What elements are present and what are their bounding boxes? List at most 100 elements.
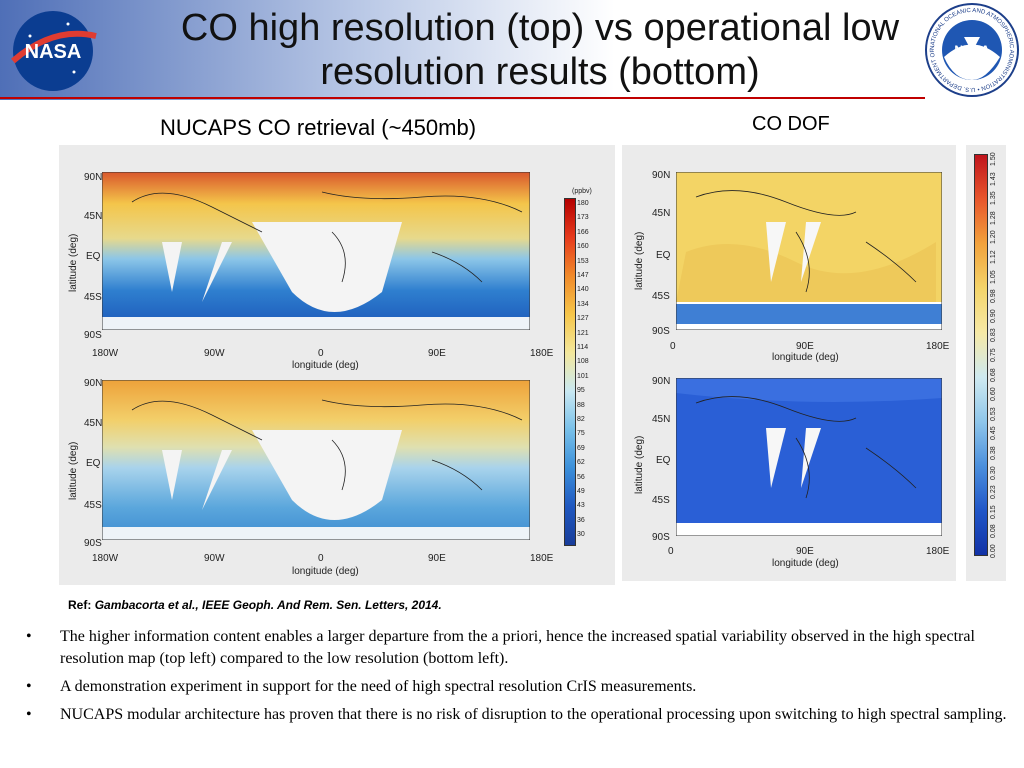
bullet-text: A demonstration experiment in support fo…: [60, 678, 697, 695]
lat-tick: EQ: [656, 250, 671, 261]
header-divider: [0, 97, 925, 99]
colorbar-tick: 0.30: [990, 465, 997, 480]
colorbar-tick: 134: [577, 300, 589, 308]
colorbar-tick: 0.98: [990, 289, 997, 304]
page-title: CO high resolution (top) vs operational …: [180, 7, 900, 93]
lat-tick: 45N: [652, 414, 671, 425]
bullet-item: • The higher information content enables…: [20, 626, 1010, 670]
lat-tick: 90N: [84, 378, 103, 389]
colorbar-tick: 82: [577, 416, 585, 423]
bullet-marker: •: [26, 706, 32, 723]
noaa-logo-text: NOAA: [954, 43, 990, 57]
noaa-logo: NOAA NATIONAL OCEANIC AND ATMOSPHERIC AD…: [924, 2, 1019, 97]
colorbar-tick: 160: [577, 243, 589, 251]
colorbar-tick: 153: [577, 257, 589, 265]
colorbar-unit: (ppbv): [572, 188, 592, 195]
colorbar-tick: 0.45: [990, 426, 997, 441]
y-axis-label: latitude (deg): [634, 231, 645, 290]
colorbar-tick: 0.75: [990, 348, 997, 362]
y-axis-label: latitude (deg): [68, 441, 79, 500]
reference-text: Gambacorta et al., IEEE Geoph. And Rem. …: [94, 598, 442, 612]
colorbar-tick: 95: [577, 387, 585, 395]
x-axis-label: longitude (deg): [292, 566, 359, 577]
bullet-marker: •: [26, 628, 32, 645]
lat-tick: 45S: [84, 500, 102, 511]
lon-tick: 90E: [796, 341, 814, 352]
colorbar-tick: 36: [577, 516, 585, 524]
y-axis-label: latitude (deg): [634, 435, 645, 494]
lon-tick: 0: [670, 341, 676, 352]
dof-low-res-map: [676, 378, 942, 536]
x-axis-label: longitude (deg): [772, 352, 839, 363]
colorbar-tick: 140: [577, 286, 589, 294]
colorbar-tick: 1.35: [990, 191, 997, 206]
lon-tick: 90W: [204, 348, 225, 359]
colorbar-tick: 69: [577, 444, 585, 452]
lon-tick: 0: [668, 546, 674, 557]
bullet-item: • A demonstration experiment in support …: [20, 676, 1010, 698]
lat-tick: 45N: [84, 211, 103, 222]
colorbar-tick: 1.05: [990, 269, 997, 284]
colorbar-tick: 180: [577, 200, 589, 207]
colorbar-tick: 0.00: [990, 544, 997, 558]
colorbar-tick: 0.53: [990, 407, 997, 421]
lat-tick: 90N: [652, 376, 671, 387]
bullet-text: The higher information content enables a…: [60, 628, 975, 667]
co-low-res-map: [102, 380, 530, 540]
lat-tick: 90N: [652, 170, 671, 181]
lon-tick: 180W: [92, 553, 119, 564]
colorbar-tick: 62: [577, 459, 585, 467]
colorbar-tick: 0.60: [990, 387, 997, 402]
colorbar-tick: 121: [577, 329, 589, 337]
lat-tick: EQ: [86, 458, 101, 469]
nasa-logo: NASA: [11, 11, 97, 91]
y-axis-label: latitude (deg): [68, 233, 79, 292]
reference: Ref: Gambacorta et al., IEEE Geoph. And …: [68, 598, 442, 612]
lon-tick: 180E: [530, 553, 554, 564]
colorbar-tick: 49: [577, 488, 585, 495]
left-figure-label: NUCAPS CO retrieval (~450mb): [160, 115, 477, 140]
bullet-marker: •: [26, 678, 32, 695]
lat-tick: 45N: [652, 208, 671, 219]
colorbar-tick: 0.83: [990, 328, 997, 343]
colorbar-tick: 1.43: [990, 171, 997, 186]
colorbar-tick: 101: [577, 372, 589, 380]
colorbar-tick: 43: [577, 502, 585, 510]
colorbar-tick: 75: [577, 430, 585, 438]
lat-tick: 90S: [84, 330, 102, 341]
lon-tick: 180E: [926, 546, 950, 557]
lon-tick: 90E: [428, 553, 446, 564]
colorbar-tick: 173: [577, 214, 589, 222]
colorbar-tick: 0.23: [990, 485, 997, 500]
colorbar-tick: 114: [577, 344, 589, 351]
colorbar-tick: 0.08: [990, 524, 997, 539]
co-high-res-map: [102, 172, 530, 330]
lat-tick: EQ: [86, 251, 101, 262]
lat-tick: 45N: [84, 418, 103, 429]
lon-tick: 180W: [92, 348, 119, 359]
colorbar-tick: 108: [577, 358, 589, 366]
lat-tick: 90S: [84, 538, 102, 549]
lon-tick: 180E: [530, 348, 554, 359]
colorbar-tick: 0.90: [990, 309, 997, 323]
colorbar-tick: 1.20: [990, 230, 997, 245]
colorbar-tick: 0.15: [990, 505, 997, 519]
colorbar-tick: 88: [577, 401, 585, 409]
dof-high-res-map: [676, 172, 942, 330]
lon-tick: 0: [318, 553, 324, 564]
lat-tick: 90N: [84, 172, 103, 183]
colorbar-tick: 30: [577, 531, 585, 539]
x-axis-label: longitude (deg): [772, 558, 839, 569]
lat-tick: 90S: [652, 532, 670, 543]
bullet-item: • NUCAPS modular architecture has proven…: [20, 704, 1010, 726]
lat-tick: 45S: [84, 292, 102, 303]
colorbar-tick: 0.68: [990, 367, 997, 382]
dof-colorbar: [974, 154, 988, 556]
colorbar-tick: 1.12: [990, 250, 997, 264]
bullet-text: NUCAPS modular architecture has proven t…: [60, 706, 1007, 723]
colorbar-tick: 1.50: [990, 152, 997, 166]
lat-tick: 90S: [652, 326, 670, 337]
x-axis-label: longitude (deg): [292, 360, 359, 371]
colorbar-tick: 56: [577, 473, 585, 481]
lat-tick: 45S: [652, 495, 670, 506]
